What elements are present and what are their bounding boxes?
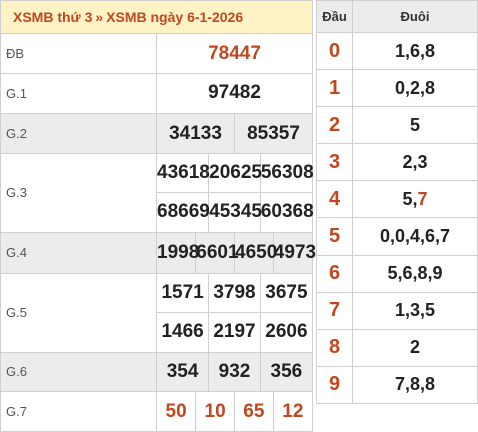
- loto-head: 6: [316, 254, 353, 293]
- loto-tail: 1,3,5: [352, 291, 478, 330]
- loto-tail-highlight: 7: [417, 188, 428, 209]
- loto-head: 4: [316, 180, 353, 219]
- third-prize-cell: 68669 45345 60368: [156, 191, 314, 233]
- prize-label-g2: G.2: [0, 112, 157, 155]
- prize-label-g6: G.6: [0, 351, 157, 393]
- loto-tail: 5,7: [352, 180, 478, 219]
- loto-tail: 0,0,4,6,7: [352, 217, 478, 256]
- loto-head: 7: [316, 291, 353, 330]
- prize-label-g5: G.5: [0, 273, 157, 353]
- fourth-prize-number: 1998: [157, 232, 199, 274]
- second-prize-number: 85357: [234, 113, 312, 154]
- second-prize-cell: 34133 85357: [156, 112, 313, 155]
- special-prize-number: 78447: [156, 33, 313, 75]
- prize-label-db: ĐB: [0, 33, 157, 75]
- tail-column-header: Đuôi: [352, 0, 478, 33]
- loto-tail: 5: [352, 106, 478, 145]
- fifth-prize-cell: 1466 2197 2606: [156, 311, 313, 353]
- fifth-prize-cell: 1571 3798 3675: [156, 273, 313, 313]
- prize-label-g4: G.4: [0, 231, 157, 275]
- second-prize-number: 34133: [157, 113, 235, 154]
- date-link[interactable]: XSMB ngày 6-1-2026: [106, 9, 244, 26]
- loto-head: 8: [316, 328, 353, 367]
- prize-label-g1: G.1: [0, 73, 157, 114]
- seventh-prize-number: 65: [234, 392, 274, 431]
- third-prize-number: 60368: [259, 192, 314, 232]
- fifth-prize-number: 2606: [259, 312, 312, 352]
- seventh-prize-number: 50: [165, 400, 187, 422]
- fifth-prize-number: 3798: [208, 274, 261, 312]
- results-header: XSMB thứ 3» XSMB ngày 6-1-2026: [0, 0, 313, 35]
- loto-head: 5: [316, 217, 353, 256]
- third-prize-cell: 43618 20625 56308: [156, 153, 314, 193]
- fifth-prize-number: 3675: [259, 274, 312, 312]
- third-prize-number: 68669: [157, 201, 210, 223]
- loto-tail: 0,2,8: [352, 69, 478, 108]
- fourth-prize-number: 4973: [272, 232, 316, 274]
- loto-tail: 5,6,8,9: [352, 254, 478, 293]
- third-prize-number: 43618: [157, 162, 210, 184]
- seventh-prize-number: 10: [195, 392, 235, 431]
- third-prize-number: 20625: [208, 154, 262, 192]
- prize-label-g7: G.7: [0, 391, 157, 432]
- loto-head: 2: [316, 106, 353, 145]
- breadcrumb-separator: »: [95, 9, 104, 26]
- loto-head: 1: [316, 69, 353, 108]
- seventh-prize-number: 12: [272, 392, 312, 431]
- sixth-prize-number: 354: [157, 352, 209, 392]
- fifth-prize-number: 2197: [208, 312, 261, 352]
- loto-tail-text: 5,: [402, 188, 418, 209]
- first-prize-number: 97482: [156, 73, 313, 114]
- sixth-prize-number: 932: [208, 352, 261, 392]
- sixth-prize-cell: 354 932 356: [156, 351, 313, 393]
- fifth-prize-number: 1466: [161, 321, 204, 343]
- sixth-prize-number: 356: [259, 352, 312, 392]
- loto-tail: 2,3: [352, 143, 478, 182]
- head-column-header: Đầu: [316, 0, 353, 33]
- loto-tail: 7,8,8: [352, 365, 478, 405]
- third-prize-number: 45345: [208, 192, 262, 232]
- third-prize-number: 56308: [259, 154, 314, 192]
- loto-head: 0: [316, 31, 353, 71]
- results-table: XSMB thứ 3» XSMB ngày 6-1-2026 ĐB 78447 G…: [0, 0, 316, 432]
- fourth-prize-cell: 1998 6601 4650 4973: [156, 231, 316, 275]
- fourth-prize-number: 4650: [234, 232, 277, 274]
- loto-tail: 1,6,8: [352, 31, 478, 71]
- loto-head: 9: [316, 365, 353, 405]
- fourth-prize-number: 6601: [195, 232, 239, 274]
- loto-head: 3: [316, 143, 353, 182]
- loto-tail: 2: [352, 328, 478, 367]
- prize-label-g3: G.3: [0, 153, 157, 233]
- weekday-link[interactable]: XSMB thứ 3: [13, 9, 93, 26]
- seventh-prize-cell: 50 10 65 12: [156, 391, 313, 432]
- fifth-prize-number: 1571: [161, 282, 204, 304]
